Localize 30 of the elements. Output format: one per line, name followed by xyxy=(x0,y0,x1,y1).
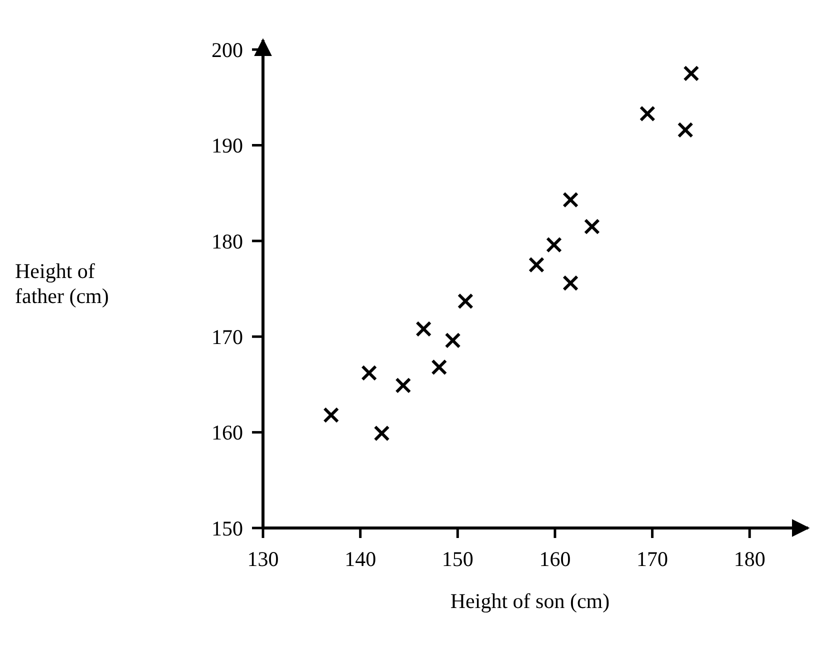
x-tick-label: 170 xyxy=(636,547,668,571)
point xyxy=(444,332,461,348)
y-tick-label: 190 xyxy=(212,134,243,158)
x-tick-label: 160 xyxy=(539,547,571,571)
point xyxy=(323,407,340,424)
point xyxy=(546,236,562,253)
y-tick-label: 150 xyxy=(212,516,243,540)
y-tick-label: 160 xyxy=(212,420,243,445)
y-axis-title: Height of father (cm) xyxy=(15,259,109,308)
point xyxy=(562,275,579,292)
point xyxy=(683,65,700,82)
point xyxy=(395,377,412,394)
point xyxy=(457,293,474,310)
point xyxy=(528,256,544,273)
y-tick-label: 200 xyxy=(212,38,243,62)
point xyxy=(677,122,694,138)
x-tick-label: 180 xyxy=(734,547,766,571)
point xyxy=(431,359,448,376)
point xyxy=(374,425,390,442)
point xyxy=(562,192,579,208)
x-axis-title: Height of son (cm) xyxy=(450,589,610,613)
y-tick-label: 170 xyxy=(212,324,243,349)
point xyxy=(584,218,600,235)
point xyxy=(361,364,378,381)
x-tick-label: 130 xyxy=(247,547,279,571)
y-tick-label: 180 xyxy=(212,229,243,254)
x-tick-label: 140 xyxy=(344,547,376,571)
point xyxy=(416,320,432,337)
x-tick-label: 150 xyxy=(442,547,474,571)
point xyxy=(639,106,656,122)
